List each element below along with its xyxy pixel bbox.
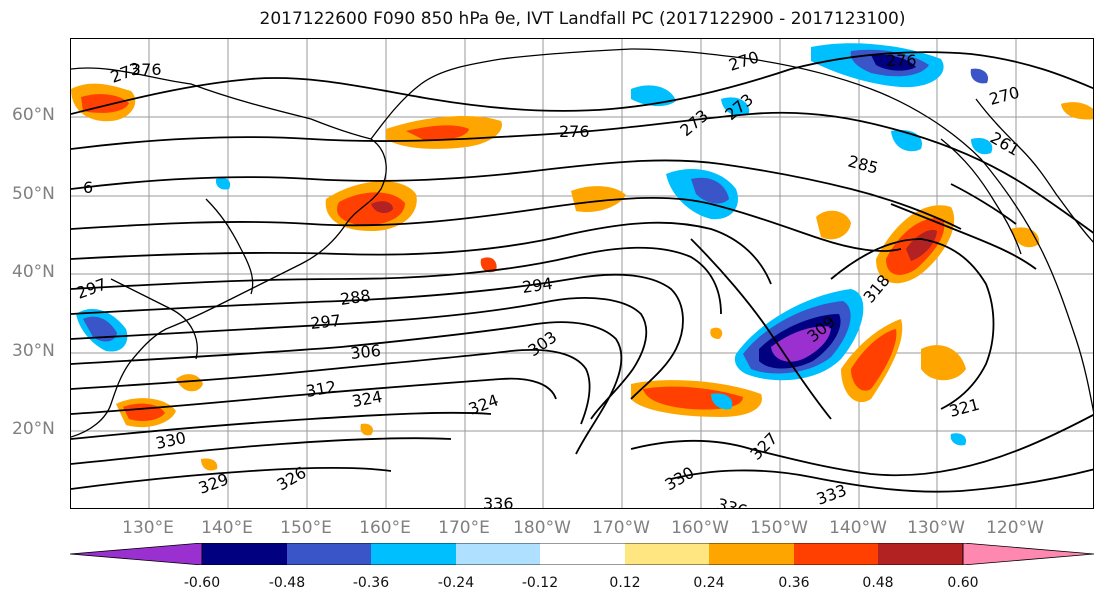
- colorbar-segment: [456, 543, 540, 565]
- contour-label: 276: [886, 51, 917, 70]
- contour-label: 294: [521, 274, 554, 297]
- contour-label: 261: [987, 128, 1023, 160]
- colorbar-tick-label: 0.24: [693, 575, 725, 591]
- lat-label: 20°N: [12, 419, 55, 439]
- lat-label: 50°N: [12, 184, 55, 204]
- contour-label: 297: [74, 274, 109, 302]
- lon-label: 140°W: [829, 518, 887, 538]
- lat-label: 40°N: [12, 262, 55, 282]
- lon-label: 160°E: [359, 518, 411, 538]
- colorbar-extend-low: [70, 543, 203, 565]
- contour-label: 306: [349, 341, 381, 363]
- lon-label: 130°W: [907, 518, 965, 538]
- colorbar-tick-label: 0.60: [947, 575, 979, 591]
- contour-label: 327: [746, 429, 781, 464]
- contour-label: 329: [196, 469, 231, 497]
- colorbar-tick-label: -0.48: [268, 575, 306, 591]
- colorbar-tick-label: -0.36: [352, 575, 390, 591]
- contour-label: 273: [721, 90, 757, 124]
- contour-label: 276: [559, 122, 590, 141]
- colorbar-extend-high: [962, 543, 1095, 565]
- contour-label: 270: [726, 47, 761, 75]
- lon-label: 150°W: [750, 518, 808, 538]
- lat-label: 60°N: [12, 105, 55, 125]
- lon-label: 160°W: [671, 518, 729, 538]
- contour-label: 321: [947, 395, 981, 421]
- colorbar-segment: [709, 543, 794, 565]
- contour-label: 285: [846, 152, 880, 178]
- map-title: 2017122600 F090 850 hPa θe, IVT Landfall…: [259, 9, 906, 29]
- contour-label: 324: [466, 390, 501, 418]
- colorbar-segment: [540, 543, 625, 565]
- colorbar-tick-label: 0.12: [609, 575, 641, 591]
- contour-label: 336: [483, 494, 514, 509]
- colorbar-tick-label: 0.48: [862, 575, 894, 591]
- lat-label: 30°N: [12, 341, 55, 361]
- contour-label: 330: [154, 428, 188, 453]
- lon-label: 140°E: [201, 518, 253, 538]
- contour-label: 276: [131, 60, 162, 79]
- graticule: [71, 39, 1093, 508]
- map-panel: 273 276 270 276 270 273 276 273 285 261 …: [70, 38, 1094, 509]
- contour-label: 330: [662, 463, 698, 495]
- colorbar-segment: [878, 543, 963, 565]
- contour-label: 303: [524, 327, 560, 360]
- colorbar-tick-label: -0.60: [183, 575, 221, 591]
- colorbar-segment: [625, 543, 709, 565]
- colorbar: [70, 543, 1095, 565]
- colorbar-tick-label: -0.12: [521, 575, 559, 591]
- colorbar-segment: [202, 543, 287, 565]
- colorbar-segment: [794, 543, 878, 565]
- lon-label: 170°W: [592, 518, 650, 538]
- contour-label: 273: [676, 106, 712, 140]
- colorbar-segment: [371, 543, 456, 565]
- contour-label: 6: [83, 178, 93, 197]
- lon-label: 150°E: [280, 518, 332, 538]
- contour-label: 288: [339, 286, 372, 309]
- lon-label: 120°W: [986, 518, 1044, 538]
- shaded-anomalies: [71, 43, 1093, 471]
- contour-label: 333: [814, 480, 849, 508]
- map-svg: 273 276 270 276 270 273 276 273 285 261 …: [71, 39, 1093, 509]
- contour-label: 336: [715, 495, 749, 509]
- lon-label: 180°W: [513, 518, 571, 538]
- colorbar-tick-label: -0.24: [437, 575, 475, 591]
- contour-label: 312: [304, 377, 337, 401]
- theta-e-contours: [71, 51, 1093, 493]
- lon-label: 130°E: [122, 518, 174, 538]
- contour-label: 324: [350, 387, 383, 411]
- colorbar-tick-label: 0.36: [778, 575, 810, 591]
- lon-label: 170°E: [438, 518, 490, 538]
- colorbar-segment: [287, 543, 371, 565]
- contour-label: 297: [309, 311, 341, 333]
